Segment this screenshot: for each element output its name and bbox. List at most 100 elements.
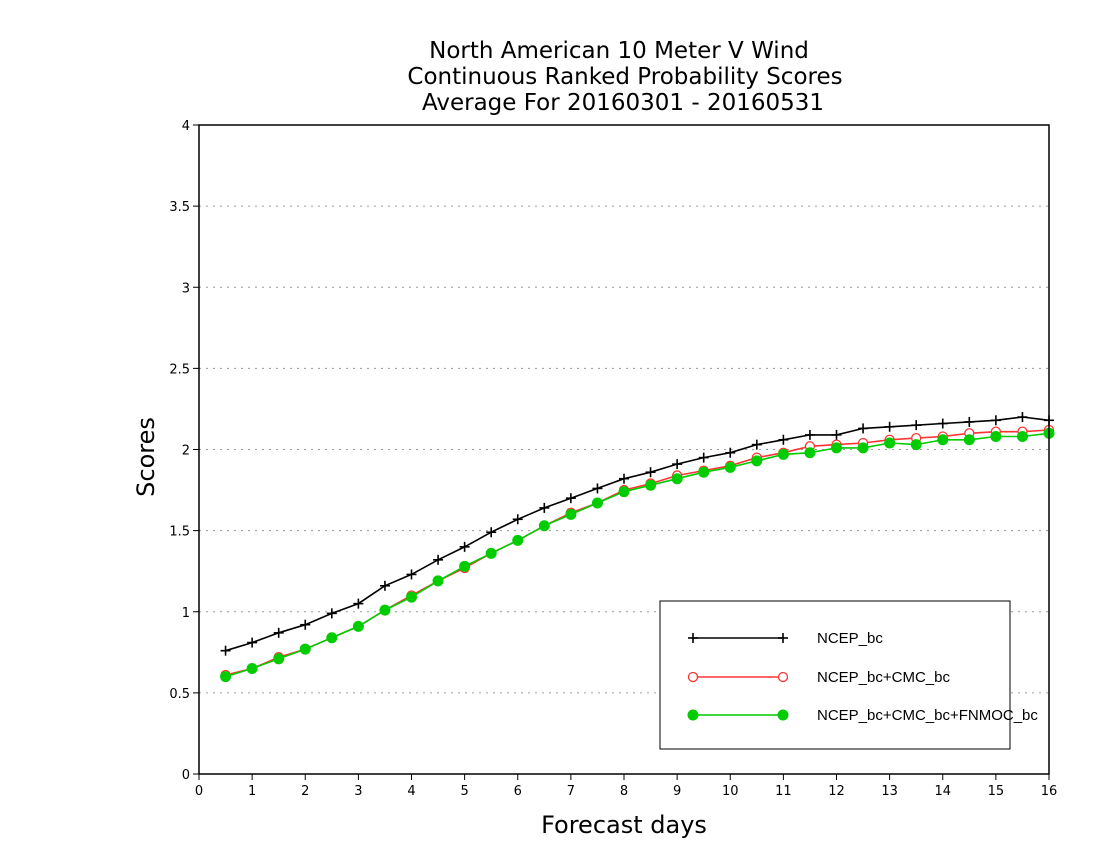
chart-title-line-1: North American 10 Meter V Wind [429,38,809,64]
data-point [831,442,842,454]
data-point [672,459,683,470]
data-point [326,632,338,644]
data-point [777,448,789,460]
legend-label: NCEP_bc+CMC_bc [817,669,950,686]
x-tick-label: 0 [195,784,203,799]
x-tick-label: 2 [301,784,309,799]
legend-marker [688,633,698,643]
data-point [406,569,417,580]
data-point [804,447,816,459]
data-point [778,434,789,445]
data-point [911,420,922,431]
x-tick-label: 7 [567,784,575,799]
chart-title-line-2: Continuous Ranked Probability Scores [407,64,842,90]
chart-title-line-3: Average For 20160301 - 20160531 [422,90,824,116]
x-tick-label: 10 [722,784,739,799]
x-tick-label: 1 [248,784,256,799]
data-point [273,653,285,665]
x-tick-label: 12 [828,784,845,799]
data-point [990,431,1002,443]
data-point [485,547,497,559]
data-point [538,520,550,532]
legend-marker [687,709,699,721]
x-tick-label: 15 [988,784,1005,799]
legend-label: NCEP_bc+CMC_bc+FNMOC_bc [817,707,1038,724]
series-1 [220,412,1054,656]
data-point [698,452,709,463]
data-point [406,591,417,603]
data-point [220,645,231,656]
data-point [432,575,444,587]
legend-marker [777,709,789,721]
x-tick-label: 6 [514,784,522,799]
y-tick-label: 1.5 [169,525,190,540]
data-point [592,483,603,494]
data-point [857,442,869,454]
data-point [858,423,869,434]
data-point [804,429,815,440]
legend-marker [777,671,789,683]
x-axis-label: Forecast days [541,811,707,839]
data-point [352,620,364,632]
data-point [671,473,683,485]
x-tick-label: 13 [881,784,898,799]
y-tick-label: 2.5 [169,362,190,377]
legend-marker [687,671,699,683]
data-point [512,514,523,525]
x-tick-label: 3 [354,784,362,799]
data-point [884,437,896,449]
series-layer [220,412,1055,683]
data-point [246,663,258,675]
y-tick-label: 1 [182,606,190,621]
data-point [220,671,232,683]
legend-box [659,600,1011,750]
x-tick-label: 4 [407,784,415,799]
y-tick-label: 3 [182,281,190,296]
data-point [1016,431,1028,443]
data-point [645,467,656,478]
y-tick-label: 3.5 [169,200,190,215]
y-tick-label: 0 [182,768,190,783]
data-point [884,421,895,432]
data-point [619,473,629,484]
data-point [831,429,842,440]
data-point [539,502,550,513]
data-point [964,416,975,427]
data-point [751,439,762,450]
data-point [433,554,444,565]
data-point [512,534,524,546]
axes: 00.511.522.533.540 1 2 3 4 5 6 7 8 9 10 11 12 13 14 15 1… [169,119,1057,799]
data-point [645,479,657,491]
x-tick-label: 8 [620,784,628,799]
series-3 [220,427,1055,683]
data-point [910,439,922,451]
data-point [724,461,736,473]
data-point [565,508,577,520]
y-axis-label: Scores [132,417,160,497]
data-point [618,486,630,498]
data-point [379,604,391,616]
y-tick-label: 4 [182,119,190,134]
x-tick-label: 11 [775,784,792,799]
data-point [300,619,311,630]
data-point [326,608,337,619]
x-tick-label: 16 [1041,784,1058,799]
x-tick-label: 9 [673,784,681,799]
x-tick-label: 14 [934,784,951,799]
x-tick-label: 5 [460,784,468,799]
data-point [379,580,390,591]
data-point [1017,412,1028,423]
data-point [990,415,1001,426]
y-tick-label: 0.5 [169,687,190,702]
data-point [353,598,364,609]
data-point [591,497,603,509]
data-point [459,541,470,552]
legend-label: NCEP_bc [817,630,883,647]
data-point [486,527,497,538]
data-point [963,434,975,446]
data-point [565,493,576,504]
legend: NCEP_bc NCEP_bc+CMC_bc NCEP_bc+CMC_bc+FNMO… [659,600,1038,750]
data-point [299,643,311,655]
data-point [273,627,284,638]
